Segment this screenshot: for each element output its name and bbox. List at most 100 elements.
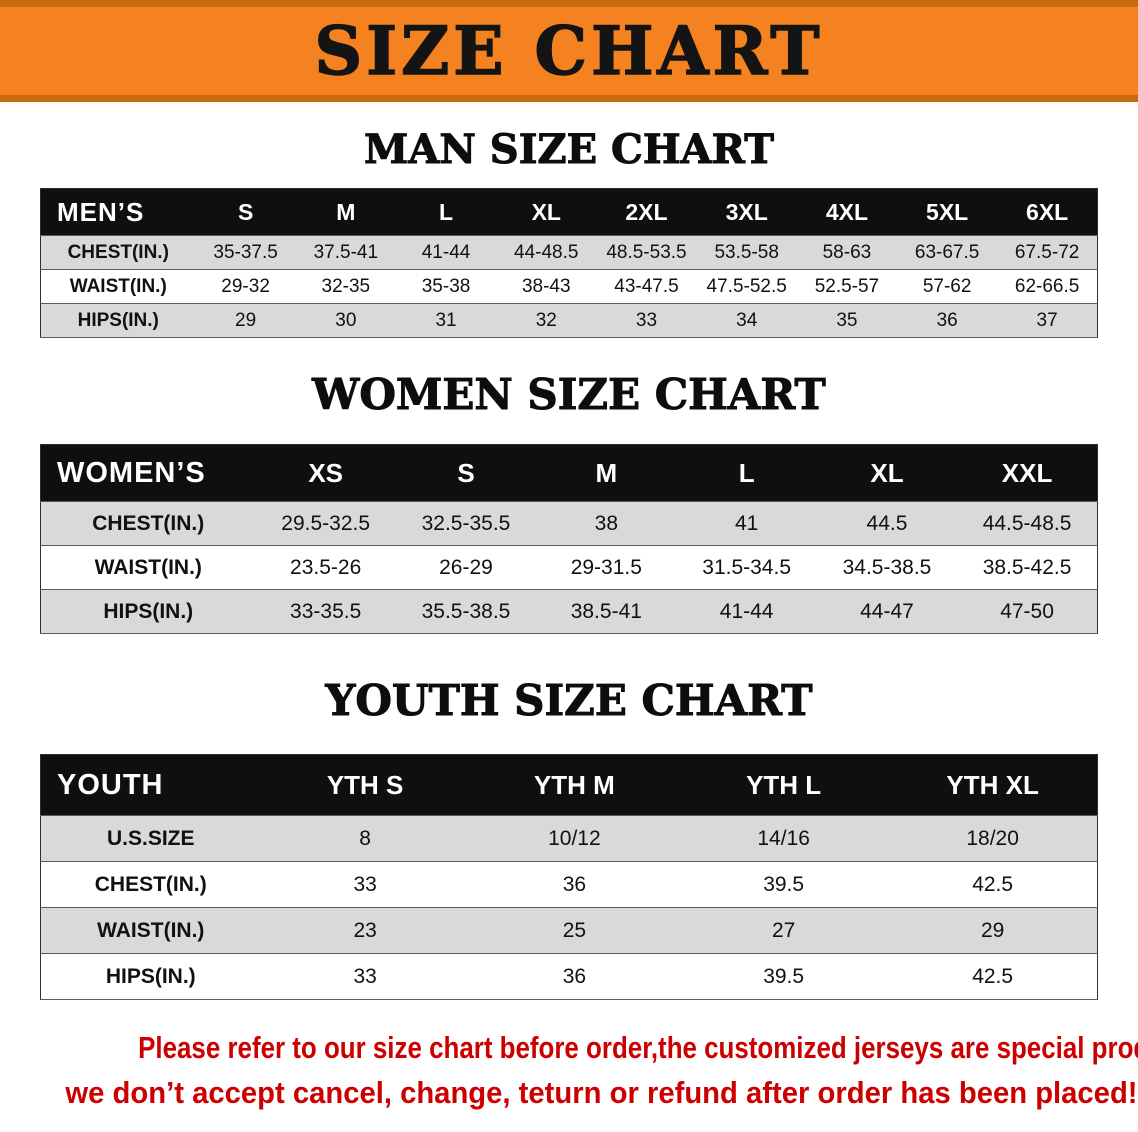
size-value-cell: 44.5 [816, 501, 958, 547]
size-value-cell: 14/16 [679, 815, 889, 863]
youth-table-corner-label: YOUTH [40, 754, 261, 816]
measurement-row: HIPS(IN.) 33 36 39.5 42.5 [40, 953, 1098, 1001]
women-size-table: WOMEN’S XS S M L XL XXL CHEST(IN.) 29.5-32.5 32.5… [40, 444, 1098, 635]
size-value-cell: 38.5-41 [536, 589, 677, 635]
youth-section-heading: YOUTH SIZE CHART [325, 676, 813, 726]
size-column-header: XL [816, 444, 958, 502]
size-column-header: XS [255, 444, 396, 502]
size-column-header: YTH XL [888, 754, 1098, 816]
row-label: CHEST(IN.) [40, 861, 261, 909]
size-value-cell: 10/12 [469, 815, 679, 863]
size-value-cell: 32-35 [295, 269, 396, 304]
size-column-header: 2XL [596, 188, 697, 236]
measurement-row: WAIST(IN.) 23.5-26 26-29 29-31.5 31.5-34.5 34… [40, 545, 1098, 591]
size-value-cell: 33-35.5 [255, 589, 396, 635]
size-value-cell: 67.5-72 [997, 235, 1098, 270]
size-value-cell: 41-44 [676, 589, 817, 635]
row-label: WAIST(IN.) [40, 269, 196, 304]
size-value-cell: 38-43 [496, 269, 597, 304]
size-value-cell: 18/20 [888, 815, 1098, 863]
size-value-cell: 36 [469, 953, 679, 1001]
size-column-header: 3XL [696, 188, 797, 236]
row-label: HIPS(IN.) [40, 953, 261, 1001]
size-value-cell: 36 [469, 861, 679, 909]
measurement-row: HIPS(IN.) 33-35.5 35.5-38.5 38.5-41 41-44 44-… [40, 589, 1098, 635]
size-value-cell: 26-29 [395, 545, 537, 591]
order-policy-note: Please refer to our size chart before or… [33, 1026, 1138, 1116]
measurement-row: WAIST(IN.) 29-32 32-35 35-38 38-43 43-47.5 47.… [40, 269, 1098, 304]
women-size-section: WOMEN SIZE CHART WOMEN’S XS S M L XL XXL CHEST(… [0, 370, 1138, 635]
youth-size-section: YOUTH SIZE CHART YOUTH YTH S YTH M YTH L YTH… [0, 676, 1138, 1001]
youth-table-header-row: YOUTH YTH S YTH M YTH L YTH XL [40, 754, 1098, 816]
size-value-cell: 34.5-38.5 [816, 545, 958, 591]
size-value-cell: 58-63 [796, 235, 898, 270]
measurement-row: HIPS(IN.) 29 30 31 32 33 34 35 36 37 [40, 303, 1098, 338]
size-column-header: 6XL [997, 188, 1098, 236]
size-value-cell: 29.5-32.5 [255, 501, 396, 547]
size-value-cell: 52.5-57 [796, 269, 898, 304]
measurement-row: CHEST(IN.) 35-37.5 37.5-41 41-44 44-48.5 48.5… [40, 235, 1098, 270]
measurement-row: CHEST(IN.) 33 36 39.5 42.5 [40, 861, 1098, 909]
row-label: WAIST(IN.) [40, 545, 256, 591]
measurement-row: CHEST(IN.) 29.5-32.5 32.5-35.5 38 41 44.5 44.5… [40, 501, 1098, 547]
measurement-row: U.S.SIZE 8 10/12 14/16 18/20 [40, 815, 1098, 863]
size-value-cell: 38.5-42.5 [957, 545, 1098, 591]
size-chart-banner: SIZE CHART [0, 0, 1138, 102]
women-section-heading: WOMEN SIZE CHART [312, 370, 827, 419]
men-size-section: MAN SIZE CHART MEN’S S M L XL 2XL 3XL 4XL 5XL 6XL… [0, 127, 1138, 338]
size-value-cell: 31 [395, 303, 497, 338]
size-value-cell: 32 [496, 303, 597, 338]
size-value-cell: 38 [536, 501, 677, 547]
policy-line-2: we don’t accept cancel, change, teturn o… [33, 1071, 1137, 1116]
size-column-header: S [395, 444, 537, 502]
policy-line-1-text: Please refer to our size chart before or… [138, 1030, 1138, 1066]
size-value-cell: 37.5-41 [295, 235, 396, 270]
size-value-cell: 57-62 [897, 269, 998, 304]
size-value-cell: 32.5-35.5 [395, 501, 537, 547]
measurement-row: WAIST(IN.) 23 25 27 29 [40, 907, 1098, 955]
size-value-cell: 35 [796, 303, 898, 338]
size-value-cell: 47.5-52.5 [696, 269, 797, 304]
banner-title: SIZE CHART [314, 11, 824, 91]
size-column-header: YTH S [260, 754, 470, 816]
size-value-cell: 41 [676, 501, 817, 547]
men-size-table: MEN’S S M L XL 2XL 3XL 4XL 5XL 6XL CHEST(IN.) 35-37… [40, 188, 1098, 338]
size-value-cell: 53.5-58 [696, 235, 797, 270]
men-table-corner-label: MEN’S [40, 188, 196, 236]
row-label: HIPS(IN.) [40, 589, 256, 635]
size-value-cell: 41-44 [395, 235, 497, 270]
size-value-cell: 35-37.5 [195, 235, 296, 270]
youth-size-table: YOUTH YTH S YTH M YTH L YTH XL U.S.SIZE 8 10/12… [40, 754, 1098, 1001]
size-column-header: L [676, 444, 817, 502]
size-column-header: 5XL [897, 188, 998, 236]
size-column-header: M [295, 188, 396, 236]
size-value-cell: 29 [195, 303, 296, 338]
size-value-cell: 35.5-38.5 [395, 589, 537, 635]
size-column-header: M [536, 444, 677, 502]
size-value-cell: 44-47 [816, 589, 958, 635]
size-value-cell: 39.5 [679, 861, 889, 909]
row-label: CHEST(IN.) [40, 501, 256, 547]
size-value-cell: 25 [469, 907, 679, 955]
size-column-header: L [395, 188, 497, 236]
size-value-cell: 29-31.5 [536, 545, 677, 591]
size-value-cell: 63-67.5 [897, 235, 998, 270]
size-value-cell: 42.5 [888, 953, 1098, 1001]
size-value-cell: 44.5-48.5 [957, 501, 1098, 547]
size-column-header: XXL [957, 444, 1098, 502]
size-value-cell: 27 [679, 907, 889, 955]
size-value-cell: 37 [997, 303, 1098, 338]
size-value-cell: 42.5 [888, 861, 1098, 909]
size-value-cell: 29-32 [195, 269, 296, 304]
size-column-header: S [195, 188, 296, 236]
size-value-cell: 47-50 [957, 589, 1098, 635]
size-value-cell: 62-66.5 [997, 269, 1098, 304]
size-value-cell: 36 [897, 303, 998, 338]
size-value-cell: 43-47.5 [596, 269, 697, 304]
size-value-cell: 44-48.5 [496, 235, 597, 270]
size-value-cell: 33 [260, 861, 470, 909]
policy-line-1: Please refer to our size chart before or… [33, 1026, 1138, 1071]
size-value-cell: 34 [696, 303, 797, 338]
policy-line-2-text: we don’t accept cancel, change, teturn o… [65, 1075, 1138, 1111]
size-value-cell: 23 [260, 907, 470, 955]
